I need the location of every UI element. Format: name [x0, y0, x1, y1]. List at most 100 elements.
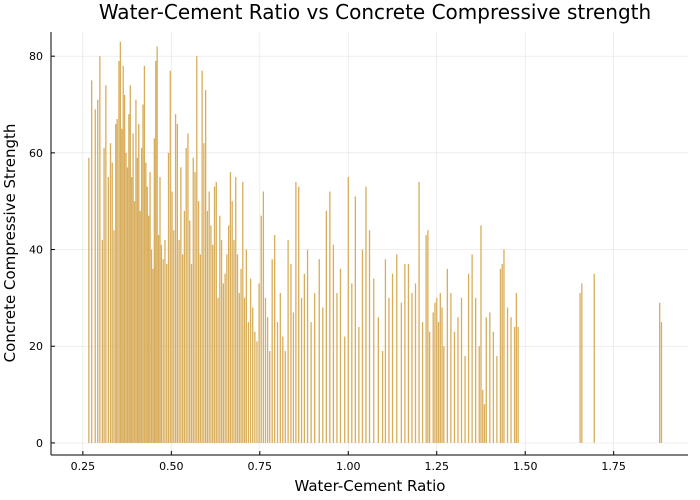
bar	[254, 331, 256, 443]
bar	[145, 162, 147, 443]
y-tick-label: 40	[29, 244, 43, 257]
bar	[224, 273, 226, 443]
bar	[358, 326, 360, 443]
bar	[240, 268, 242, 443]
bar	[249, 278, 252, 443]
bar	[149, 172, 151, 443]
bar	[176, 123, 178, 443]
bar	[118, 61, 120, 443]
bar	[94, 109, 96, 443]
bar	[396, 254, 398, 443]
bar	[171, 191, 173, 443]
bar	[88, 157, 90, 443]
bar	[131, 177, 133, 443]
bar	[266, 317, 269, 443]
bar	[271, 259, 273, 443]
bar	[119, 41, 122, 443]
bar	[480, 225, 482, 443]
bar	[111, 162, 113, 443]
bar	[197, 201, 200, 443]
bar	[434, 302, 436, 443]
bar	[496, 355, 498, 443]
bar	[400, 302, 402, 443]
bar	[450, 293, 452, 443]
bar	[140, 148, 143, 443]
bar	[183, 210, 186, 443]
bar	[128, 114, 130, 443]
bar	[404, 264, 406, 443]
bar	[217, 297, 219, 443]
bar	[427, 230, 429, 443]
bar	[199, 254, 201, 443]
bar	[329, 191, 331, 443]
x-tick-label: 0.25	[71, 460, 96, 473]
bar	[441, 307, 443, 443]
bar	[411, 293, 413, 443]
bar	[219, 215, 221, 443]
x-tick-label: 0.75	[248, 460, 273, 473]
bar	[471, 254, 473, 443]
bar	[276, 322, 279, 443]
y-tick-label: 20	[29, 340, 43, 353]
bar	[103, 148, 105, 443]
bar	[226, 254, 228, 443]
bar	[235, 177, 237, 443]
bar	[213, 186, 216, 443]
bar	[150, 249, 153, 443]
x-tick-label: 1.00	[336, 460, 361, 473]
bar	[206, 210, 209, 443]
bar	[310, 322, 312, 443]
bar	[467, 273, 470, 443]
bar	[107, 177, 109, 443]
bar	[457, 317, 459, 443]
bars	[88, 41, 663, 443]
bar	[453, 331, 456, 443]
bar	[178, 239, 180, 443]
bar	[258, 283, 260, 443]
bar	[229, 172, 232, 443]
bar	[135, 99, 137, 443]
bar	[475, 297, 477, 443]
bar	[506, 307, 509, 443]
bar	[322, 307, 324, 443]
bar	[138, 123, 140, 443]
bar	[167, 152, 170, 443]
bar	[318, 259, 320, 443]
bar	[105, 85, 107, 443]
tick-labels: 0.25 0.50 0.75 1.00 1.25 1.50 1.75 0 20 40 60 80	[29, 50, 626, 473]
bar	[501, 264, 503, 443]
y-axis-label: Concrete Compressive Strength	[1, 124, 19, 363]
bar	[256, 341, 258, 443]
bar	[169, 70, 171, 443]
bar	[446, 268, 449, 443]
bar	[247, 322, 250, 443]
x-axis-label: Water-Cement Ratio	[294, 477, 445, 495]
bar	[287, 239, 289, 443]
bar	[347, 177, 349, 443]
bar	[136, 157, 138, 443]
bar	[432, 312, 434, 443]
bar	[377, 317, 379, 443]
bar	[215, 181, 217, 443]
bar	[483, 404, 486, 443]
bar	[203, 143, 205, 443]
bar	[269, 351, 271, 443]
bar	[332, 244, 335, 443]
y-tick-label: 80	[29, 50, 43, 63]
bar	[228, 225, 230, 443]
chart-title: Water-Cement Ratio vs Concrete Compressi…	[99, 0, 651, 24]
bar	[192, 157, 194, 443]
bar	[245, 249, 247, 443]
bar	[300, 297, 303, 443]
bar	[123, 94, 126, 443]
bar	[274, 235, 276, 443]
bar	[290, 264, 292, 443]
bar	[164, 239, 166, 443]
bar	[155, 61, 157, 443]
bar	[204, 90, 207, 443]
bar	[368, 230, 371, 443]
bar	[325, 210, 327, 443]
bar	[152, 268, 154, 443]
bar	[243, 297, 246, 443]
